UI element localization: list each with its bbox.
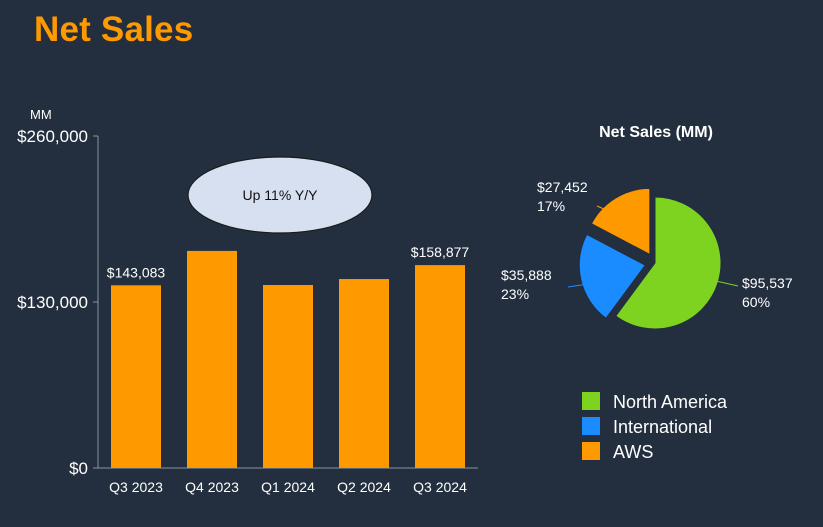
x-tick-label: Q1 2024: [261, 479, 315, 495]
bar: [111, 285, 161, 468]
x-tick-label: Q2 2024: [337, 479, 391, 495]
bar-data-label: $158,877: [411, 244, 470, 260]
legend-label: North America: [613, 392, 728, 412]
bar: [187, 250, 237, 468]
slice-value-label: $35,888: [501, 267, 552, 283]
slice-percent-label: 60%: [742, 294, 770, 310]
bar: [415, 265, 465, 468]
annotation-text: Up 11% Y/Y: [243, 187, 319, 203]
slice-leader-line: [596, 205, 612, 213]
legend-swatch: [582, 392, 600, 410]
y-tick-label: $260,000: [17, 127, 88, 146]
y-unit-label: MM: [30, 107, 52, 122]
annotation-ellipse: [187, 156, 373, 234]
pie-slice: [578, 233, 646, 319]
bar: [339, 279, 389, 468]
y-tick-label: $0: [69, 459, 88, 478]
bar: [263, 285, 313, 468]
slice-leader-line: [715, 280, 739, 287]
legend-label: International: [613, 417, 712, 437]
pie-chart: Net Sales (MM) $95,537 60% $35,888 23% $27,45…: [501, 124, 793, 462]
x-tick-label: Q3 2024: [413, 479, 467, 495]
annotation-callout: Up 11% Y/Y: [187, 156, 373, 234]
slice-leader-line: [567, 283, 589, 288]
x-tick-label: Q3 2023: [109, 479, 163, 495]
bar-chart: MM $0 $130,000 $260,000 Q3 2023 $143,083 Q4 20…: [17, 107, 478, 495]
slice-value-label: $95,537: [742, 275, 793, 291]
slice-percent-label: 23%: [501, 286, 529, 302]
pie-slice: [590, 187, 651, 256]
page-title: Net Sales: [34, 10, 194, 49]
pie-legend: North America International AWS: [582, 392, 728, 462]
legend-swatch: [582, 442, 600, 460]
legend-label: AWS: [613, 442, 653, 462]
x-tick-label: Q4 2023: [185, 479, 239, 495]
pie-slice: [615, 196, 722, 330]
pie-title: Net Sales (MM): [599, 124, 713, 141]
legend-swatch: [582, 417, 600, 435]
slice-percent-label: 17%: [537, 198, 565, 214]
y-tick-label: $130,000: [17, 293, 88, 312]
bar-data-label: $143,083: [107, 264, 166, 280]
slice-value-label: $27,452: [537, 179, 588, 195]
